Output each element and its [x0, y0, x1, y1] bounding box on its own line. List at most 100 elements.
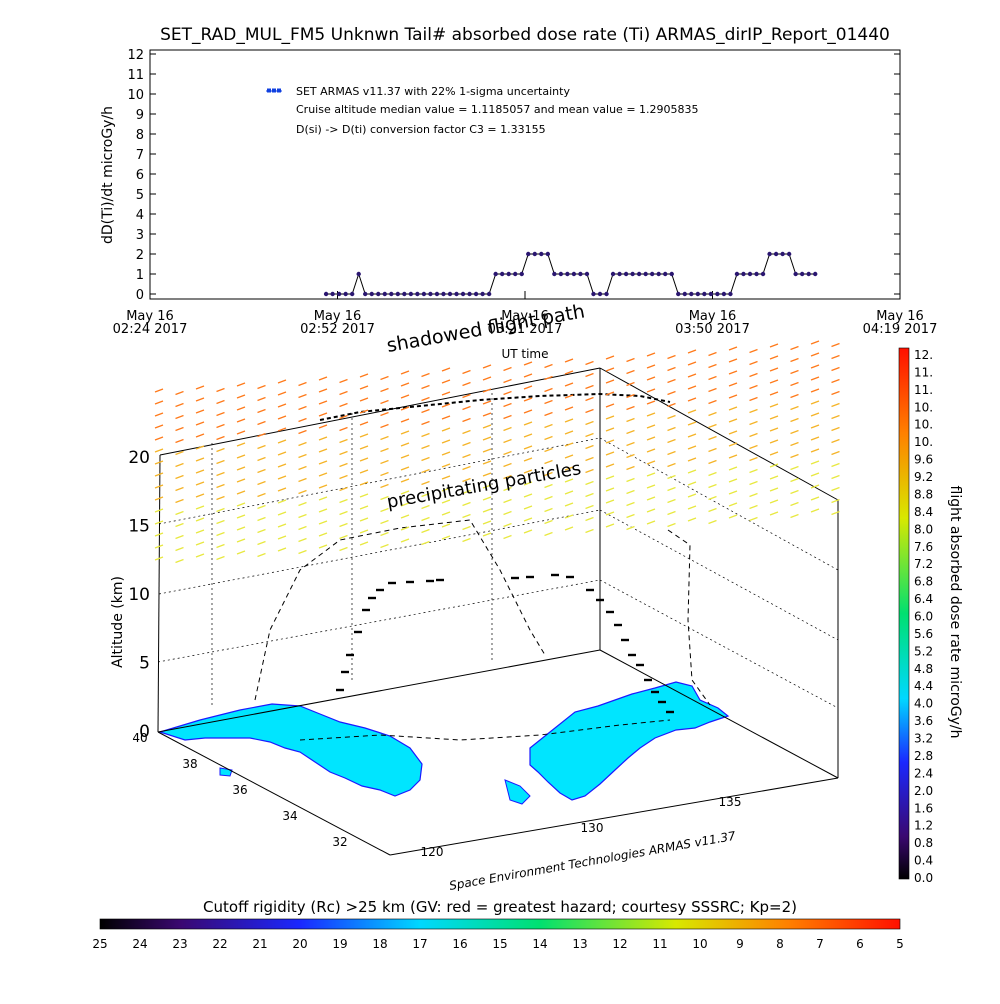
particle-mark: [585, 420, 594, 426]
particle-mark: [790, 513, 799, 519]
particle-mark: [154, 484, 164, 489]
colorbar-right-tick-label: 8.0: [914, 522, 933, 536]
particle-mark: [359, 505, 369, 510]
particle-mark: [277, 463, 287, 468]
particle-mark: [380, 459, 389, 465]
particle-mark: [298, 453, 307, 459]
particle-mark: [749, 408, 758, 414]
colorbar-right-tick-label: 1.6: [914, 801, 933, 815]
particle-mark: [831, 498, 840, 504]
particle-mark: [277, 427, 287, 432]
colorbar-bottom-tick-label: 21: [252, 937, 267, 951]
particle-mark: [564, 466, 574, 471]
particle-mark: [195, 529, 205, 534]
particle-mark: [462, 525, 471, 531]
particle-mark: [667, 510, 676, 516]
particle-mark: [523, 481, 533, 486]
altitude-tick-label: 10: [128, 585, 150, 605]
particle-mark: [195, 505, 205, 510]
particle-mark: [298, 441, 307, 447]
particle-mark: [564, 382, 574, 387]
x-tick-label-time: 02:52 2017: [300, 322, 375, 337]
flight-point: [614, 623, 622, 627]
particle-mark: [482, 364, 492, 369]
flight-point: [644, 678, 652, 682]
particle-mark: [195, 397, 205, 402]
data-point: [558, 271, 564, 277]
particle-mark: [400, 526, 410, 531]
particle-mark: [749, 372, 758, 378]
particle-mark: [708, 399, 717, 405]
particle-mark: [646, 376, 656, 381]
particle-mark: [544, 495, 553, 501]
data-point: [363, 291, 368, 297]
particle-mark: [544, 483, 553, 489]
particle-mark: [503, 438, 512, 444]
particle-mark: [503, 498, 512, 504]
grid-lines: [157, 390, 839, 709]
particle-mark: [462, 513, 471, 519]
particle-mark: [359, 493, 369, 498]
data-point: [754, 271, 759, 277]
x-axis-label: UT time: [501, 347, 548, 361]
colorbar-bottom: Cutoff rigidity (Rc) >25 km (GV: red = g…: [92, 898, 903, 951]
particle-mark: [257, 468, 266, 474]
y-tick-label: 4: [136, 208, 144, 223]
particle-mark: [585, 360, 594, 366]
particle-mark: [216, 507, 225, 513]
particle-mark: [687, 373, 697, 378]
particle-mark: [605, 367, 615, 372]
particle-mark: [605, 415, 615, 420]
particle-mark: [236, 454, 246, 459]
particle-mark: [400, 490, 410, 495]
particle-mark: [482, 508, 492, 513]
particle-mark: [175, 474, 184, 480]
particle-mark: [646, 436, 656, 441]
longitude-ticks: 120 130 135: [421, 795, 742, 859]
colorbar-bottom-tick-label: 11: [652, 937, 667, 951]
particle-mark: [523, 529, 533, 534]
particle-mark: [503, 522, 512, 528]
particle-mark: [708, 519, 717, 525]
colorbar-bottom-tick-label: 9: [736, 937, 744, 951]
particle-mark: [175, 534, 184, 540]
particle-mark: [195, 553, 205, 558]
latitude-tick-label: 36: [232, 783, 247, 797]
data-point: [506, 271, 511, 277]
particle-mark: [339, 402, 348, 408]
x-tick-label-time: 04:19 2017: [863, 322, 938, 337]
particle-mark: [318, 436, 328, 441]
flight-point: [511, 576, 519, 580]
particle-mark: [216, 471, 225, 477]
particle-mark: [339, 534, 348, 540]
particle-mark: [605, 391, 615, 396]
particle-mark: [421, 396, 430, 402]
data-point: [552, 271, 557, 277]
particle-mark: [790, 453, 799, 459]
particle-mark: [523, 505, 533, 510]
flight-point: [436, 578, 444, 582]
particle-mark: [605, 355, 615, 360]
particle-mark: [216, 423, 225, 429]
particle-mark: [216, 459, 225, 465]
particle-mark: [708, 375, 717, 381]
particle-mark: [810, 508, 820, 513]
particle-mark: [605, 487, 615, 492]
shadow-path: [254, 519, 546, 701]
particle-mark: [441, 475, 451, 480]
altitude-tick-label: 0: [139, 722, 150, 742]
particle-mark: [831, 450, 840, 456]
particle-mark: [728, 430, 738, 435]
data-point: [734, 271, 740, 277]
particle-mark: [728, 406, 738, 411]
particle-mark: [462, 501, 471, 507]
legend-series-name: SET ARMAS v11.37 with 22% 1-sigma uncert…: [296, 85, 570, 98]
particle-mark: [646, 364, 656, 369]
particle-mark: [646, 352, 656, 357]
particle-mark: [605, 427, 615, 432]
shadow-path: [667, 529, 711, 706]
particle-mark: [810, 460, 820, 465]
particle-mark: [585, 408, 594, 414]
particle-mark: [462, 537, 471, 543]
